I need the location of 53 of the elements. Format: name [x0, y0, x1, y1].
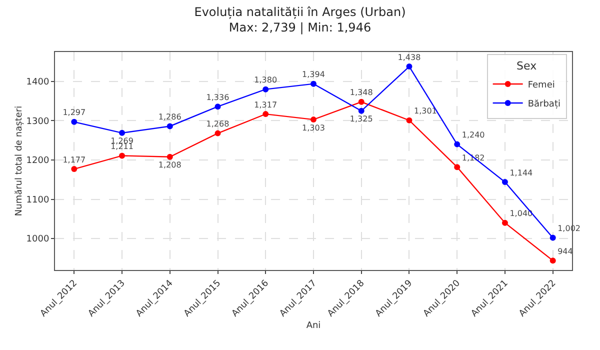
data-label: 1,438 [398, 52, 421, 62]
point [119, 152, 126, 159]
legend-label: Femei [528, 80, 555, 90]
y-tick-label: 1300 [26, 116, 50, 127]
point [214, 104, 221, 110]
point [71, 118, 78, 125]
point [358, 98, 364, 105]
point [550, 258, 556, 264]
data-label: 1,394 [302, 70, 325, 80]
data-label: 1,144 [510, 168, 533, 178]
point [262, 111, 269, 118]
data-label: 1,336 [206, 92, 230, 102]
y-axis-title: Numărul total de nașteri [14, 106, 24, 216]
point [550, 234, 556, 241]
data-label: 1,325 [350, 114, 373, 124]
data-label: 1,286 [158, 112, 182, 122]
point [454, 164, 460, 170]
point [214, 130, 221, 136]
point [358, 108, 364, 114]
chart-subtitle: Max: 2,739 | Min: 1,946 [228, 20, 372, 34]
point [454, 141, 460, 148]
point [166, 154, 173, 160]
point [166, 123, 173, 130]
data-label: 1,348 [350, 88, 373, 98]
data-label: 1,317 [254, 100, 278, 110]
data-label: 1,303 [302, 123, 325, 132]
point [502, 220, 508, 226]
point [310, 80, 316, 87]
y-tick-label: 1200 [26, 156, 50, 166]
data-label: 1,269 [110, 136, 134, 146]
legend-title: Sex [516, 59, 538, 72]
data-label: 1,040 [510, 209, 533, 218]
data-label: 1,177 [62, 155, 86, 164]
point [119, 130, 126, 136]
point [406, 64, 412, 70]
data-label: 1,208 [158, 160, 182, 170]
point [502, 179, 508, 186]
data-label: 1,240 [462, 130, 485, 140]
point [310, 116, 316, 123]
data-label: 1,268 [206, 120, 230, 129]
legend-label: Bărbați [528, 99, 560, 110]
point [71, 166, 78, 172]
point [262, 86, 269, 92]
point [406, 117, 412, 124]
data-label: 1,297 [62, 108, 86, 118]
x-axis-title: Ani [306, 321, 321, 332]
y-tick-label: 1100 [26, 195, 50, 206]
data-label: 944 [558, 246, 573, 256]
data-label: 1,301 [414, 106, 437, 116]
y-tick-label: 1400 [26, 78, 50, 88]
chart-title: Evoluția natalității în Arges (Urban) [194, 4, 406, 19]
data-label: 1,380 [254, 76, 278, 85]
y-tick-label: 1000 [26, 234, 50, 245]
